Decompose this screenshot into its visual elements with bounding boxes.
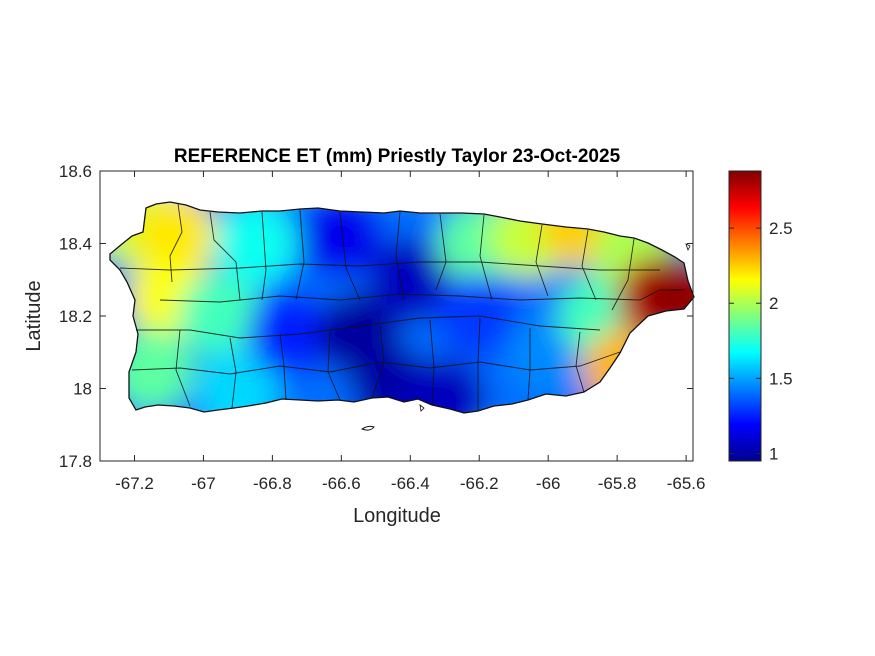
municipality-line-17: [279, 333, 287, 401]
x-tick-label: -66.2: [460, 474, 499, 493]
y-axis: 17.8 18 18.2 18.4 18.6: [59, 162, 693, 471]
y-tick-label: 18: [73, 380, 92, 399]
municipality-line-8: [535, 224, 549, 297]
municipality-line-22: [527, 328, 531, 401]
mona-islet: [360, 425, 375, 431]
et-sample-1: [133, 202, 218, 279]
y-tick-label: 18.2: [59, 307, 92, 326]
municipality-line-0: [169, 203, 183, 283]
y-tick-label: 18.4: [59, 235, 92, 254]
municipality-line-14: [131, 351, 621, 375]
colorbar-tick-label: 2: [769, 294, 778, 313]
municipality-line-1: [209, 211, 241, 301]
x-axis: -67.2 -67 -66.8 -66.6 -66.4 -66.2 -66 -65.8 -65.…: [115, 171, 705, 493]
y-tick-label: 18.6: [59, 162, 92, 181]
island-outline: [109, 201, 695, 414]
municipality-line-12: [136, 315, 601, 339]
x-tick-label: -65.8: [598, 474, 637, 493]
et-sample-7: [247, 292, 332, 377]
municipality-boundaries: [119, 203, 684, 410]
et-sample-8: [299, 202, 384, 279]
northeast-islet: [685, 243, 691, 252]
municipality-line-23: [575, 331, 585, 393]
y-tick-label: 17.8: [59, 452, 92, 471]
municipality-line-21: [477, 317, 481, 410]
municipality-line-24: [639, 289, 684, 301]
x-tick-label: -66: [536, 474, 561, 493]
municipality-line-18: [327, 329, 341, 401]
colorbar-tick-label: 1: [769, 444, 778, 463]
x-tick-label: -66.8: [253, 474, 292, 493]
x-axis-label: Longitude: [353, 505, 441, 527]
x-tick-label: -67.2: [115, 474, 154, 493]
caja-de-muertos-islet: [419, 404, 425, 412]
colorbar: [728, 170, 762, 462]
x-tick-label: -66.4: [391, 474, 430, 493]
colorbar-ticks: 1 1.5 2 2.5: [729, 219, 793, 463]
municipality-line-4: [339, 211, 361, 301]
municipality-line-16: [229, 337, 237, 409]
et-sample-4: [178, 274, 263, 358]
municipality-line-15: [175, 329, 191, 407]
x-tick-label: -65.6: [667, 474, 706, 493]
municipality-line-20: [429, 319, 435, 406]
y-axis-label: Latitude: [23, 280, 45, 351]
municipality-line-5: [395, 211, 405, 301]
et-sample-11: [368, 237, 453, 322]
municipality-line-11: [119, 261, 660, 271]
municipality-line-9: [581, 229, 597, 301]
municipality-line-2: [261, 211, 267, 301]
municipality-line-10: [611, 238, 635, 311]
x-tick-label: -66.6: [322, 474, 361, 493]
municipality-line-7: [479, 214, 493, 301]
chart-title: REFERENCE ET (mm) Priestly Taylor 23-Oct…: [174, 146, 621, 167]
et-sample-12: [402, 357, 487, 413]
colorbar-tick-label: 2.5: [769, 219, 793, 238]
x-tick-label: -67: [191, 474, 216, 493]
colorbar-tick-label: 1.5: [769, 369, 793, 388]
et-sample-6: [213, 202, 298, 286]
municipality-line-3: [295, 209, 305, 301]
municipality-line-13: [159, 293, 641, 303]
municipality-line-19: [371, 325, 385, 399]
